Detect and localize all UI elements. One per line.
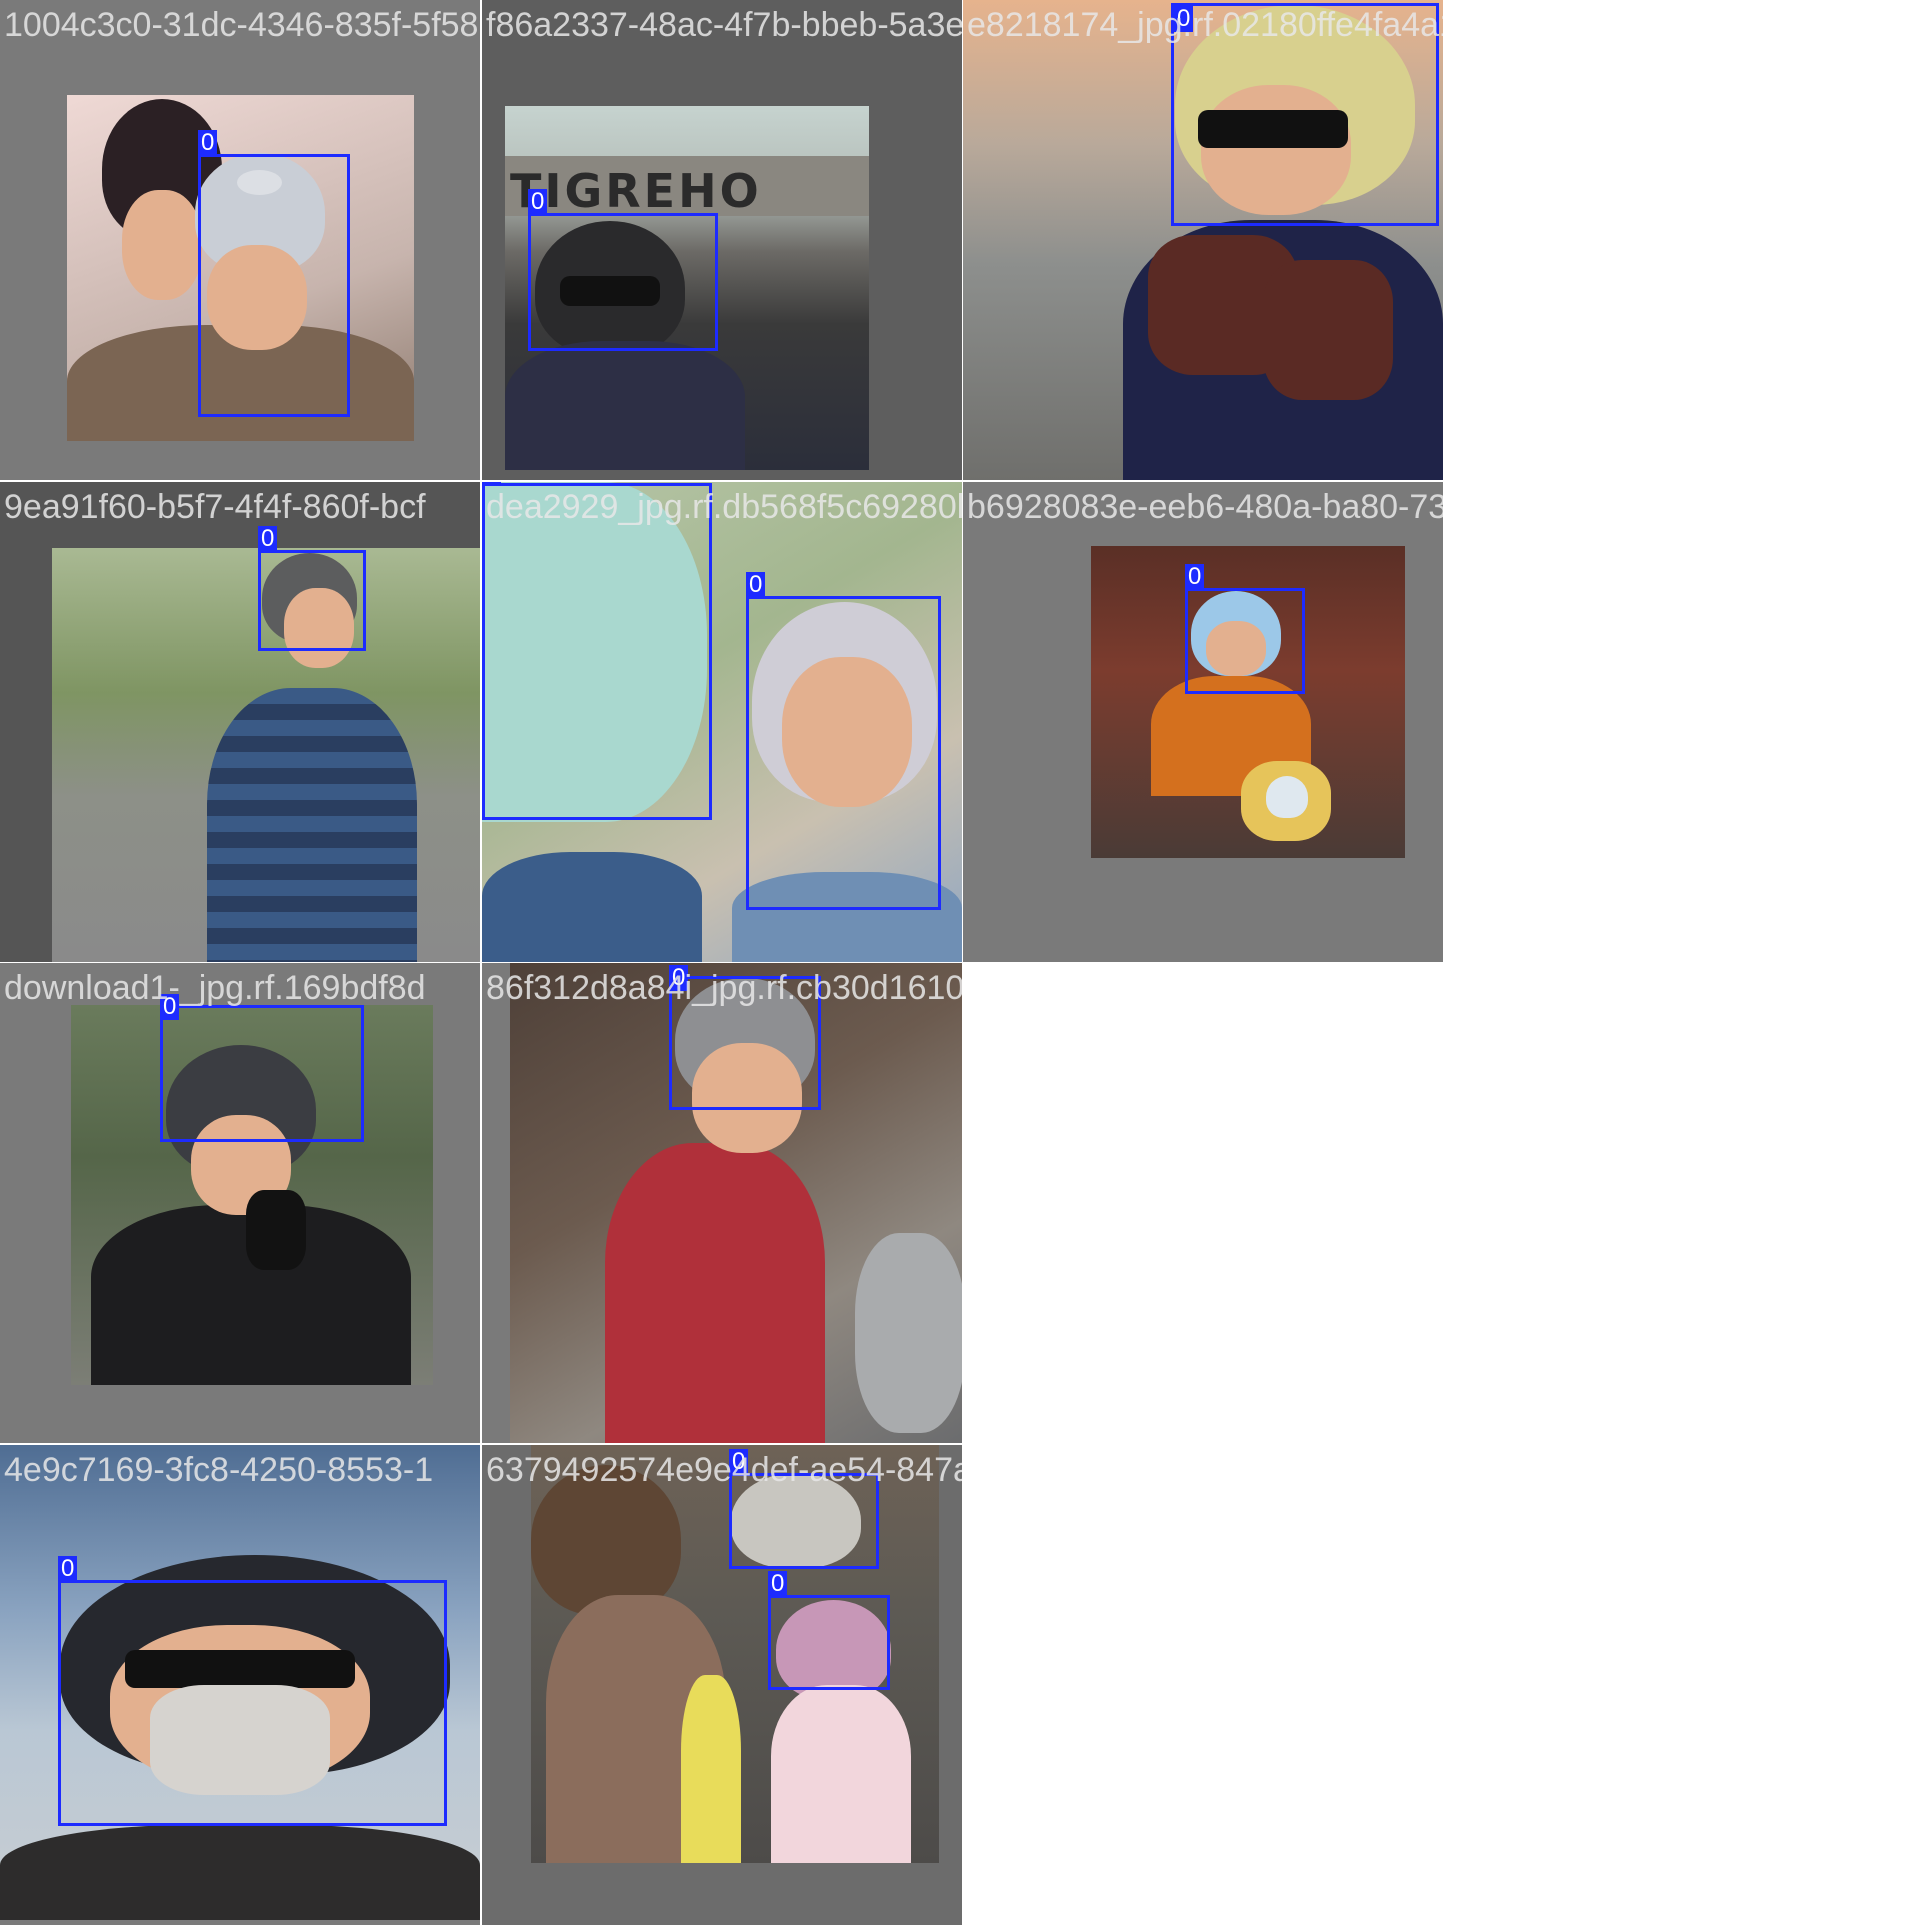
tile-caption: download1-_jpg.rf.169bdf8d bbox=[4, 969, 426, 1007]
tile-2: TIGREHO 0 f86a2337-48ac-4f7b-bbeb-5a3e82… bbox=[482, 0, 962, 480]
tile-caption: b6928083e-eeb6-480a-ba80-738a287c289e_jp… bbox=[967, 488, 1443, 526]
tile-caption: f86a2337-48ac-4f7b-bbeb-5a3e8218174_jpg bbox=[486, 6, 962, 44]
tile-caption: 9ea91f60-b5f7-4f4f-860f-bcf bbox=[4, 488, 426, 526]
tile-3-photo bbox=[963, 0, 1443, 480]
tile-8: 0 86f312d8a84i_jpg.rf.cb30d16108c2a72e4b… bbox=[482, 963, 962, 1443]
tile-4-photo bbox=[52, 548, 480, 962]
tile-9-photo bbox=[0, 1445, 480, 1920]
tile-5-photo bbox=[482, 482, 962, 962]
tile-5: 0 0 dea2929_jpg.rf.db568f5c69280b4e016 bbox=[482, 482, 962, 962]
tile-9: 0 4e9c7169-3fc8-4250-8553-1 bbox=[0, 1445, 480, 1925]
tile-2-photo: TIGREHO bbox=[505, 106, 869, 470]
tile-1-photo bbox=[67, 95, 414, 441]
tile-6: 0 b6928083e-eeb6-480a-ba80-738a287c289e_… bbox=[963, 482, 1443, 962]
tile-8-photo bbox=[510, 963, 962, 1443]
tile-3: 0 e8218174_jpg.rf.02180ffe4fa4a1ae0f3dca bbox=[963, 0, 1443, 480]
tile-7: 0 download1-_jpg.rf.169bdf8d bbox=[0, 963, 480, 1443]
tile-4: 0 9ea91f60-b5f7-4f4f-860f-bcf bbox=[0, 482, 480, 962]
tile-caption: 1004c3c0-31dc-4346-835f-5f586a2337-f8_jp… bbox=[4, 6, 480, 44]
tile-7-photo bbox=[71, 1005, 433, 1385]
tile-1: 0 1004c3c0-31dc-4346-835f-5f586a2337-f8_… bbox=[0, 0, 480, 480]
tile-10-photo bbox=[531, 1445, 939, 1863]
tile-10: 0 0 6379492574e9e4def-ae54-847ab62e0cd7_… bbox=[482, 1445, 962, 1925]
tile-6-photo bbox=[1091, 546, 1405, 858]
